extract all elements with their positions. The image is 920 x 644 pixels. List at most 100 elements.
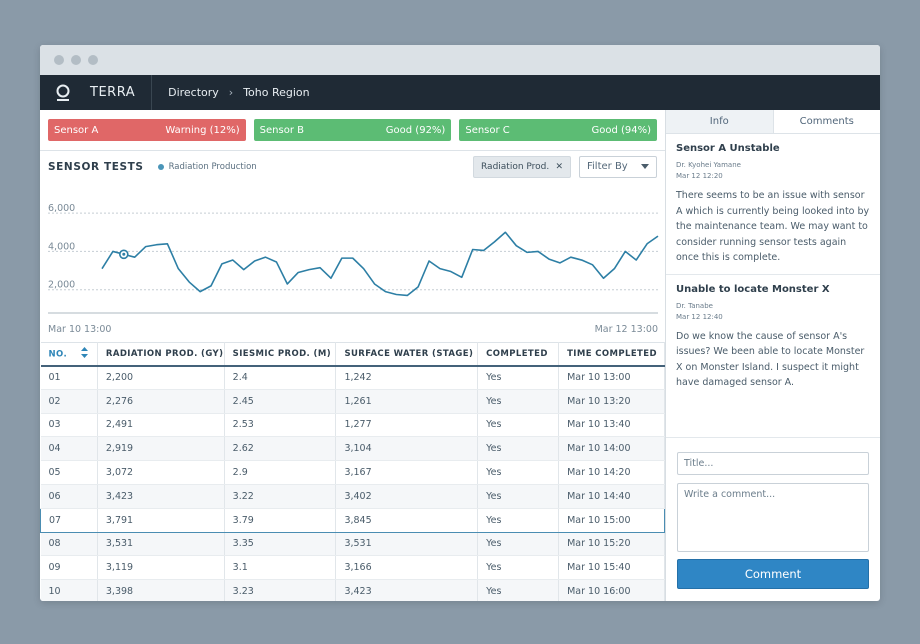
comment-body-textarea[interactable]: Write a comment...	[677, 483, 869, 552]
comment-date: Mar 12 12:40	[676, 312, 723, 321]
table-cell: 08	[40, 532, 98, 557]
table-cell: 07	[40, 507, 98, 533]
table-cell: 2,276	[97, 389, 225, 414]
table-cell: 2,491	[97, 413, 225, 438]
table-cell: 3,423	[97, 484, 225, 509]
col-header-time-completed[interactable]: TIME COMPLETED	[558, 342, 665, 367]
sensor-tests-header: SENSOR TESTS Radiation Production Radiat…	[40, 150, 665, 182]
table-cell: 3,531	[335, 532, 479, 557]
table-cell: 2,919	[97, 436, 225, 462]
sensor-b-badge[interactable]: Sensor B Good (92%)	[253, 119, 452, 141]
table-row[interactable]: 10 3,398 3.23 3,423 Yes Mar 10 16:00	[40, 579, 665, 601]
col-header-completed[interactable]: COMPLETED	[477, 342, 560, 367]
sensor-a-status: Warning (12%)	[165, 124, 240, 136]
table-row[interactable]: 03 2,491 2.53 1,277 Yes Mar 10 13:40	[40, 413, 665, 438]
terra-logo-icon[interactable]	[40, 75, 86, 110]
window-minimize-dot[interactable]	[71, 55, 81, 65]
app-window: TERRA Directory › Toho Region Sensor A W…	[40, 45, 880, 601]
table-cell: Yes	[477, 555, 560, 581]
window-titlebar	[40, 45, 880, 75]
table-cell: 3.1	[224, 555, 337, 581]
comment-author: Dr. Kyohei Yamane	[676, 161, 741, 169]
table-row[interactable]: 06 3,423 3.22 3,402 Yes Mar 10 14:40	[40, 484, 665, 509]
table-cell: 3.35	[224, 532, 337, 557]
sensor-status-bar: Sensor A Warning (12%) Sensor B Good (92…	[40, 110, 665, 150]
table-cell: 3,402	[335, 484, 479, 509]
table-cell: Yes	[477, 579, 560, 601]
table-cell: 01	[40, 365, 98, 390]
comment-item: Sensor A Unstable Dr. Kyohei Yamane Mar …	[666, 134, 880, 275]
chart-highlight-point-core	[122, 252, 126, 256]
legend-label: Radiation Production	[168, 161, 257, 172]
table-cell: Mar 10 16:00	[558, 579, 665, 601]
table-row[interactable]: 08 3,531 3.35 3,531 Yes Mar 10 15:20	[40, 532, 665, 557]
sensor-c-status: Good (94%)	[591, 124, 652, 136]
table-cell: 06	[40, 484, 98, 509]
table-cell: 03	[40, 413, 98, 438]
table-cell: 05	[40, 460, 98, 485]
table-cell: Yes	[477, 389, 560, 414]
tab-info[interactable]: Info	[666, 110, 774, 133]
radiation-chart: 6,000 4,000 2,000 Mar 10 13:00 Mar 12 13:00	[40, 182, 665, 342]
table-row[interactable]: 07 3,791 3.79 3,845 Yes Mar 10 15:00	[40, 507, 665, 533]
table-cell: 2,200	[97, 365, 225, 390]
chart-x-start-label: Mar 10 13:00	[48, 324, 111, 335]
filter-by-dropdown[interactable]: Filter By	[579, 155, 657, 178]
filter-label: Filter By	[587, 161, 628, 172]
top-navbar: TERRA Directory › Toho Region	[40, 75, 880, 110]
tab-comments[interactable]: Comments	[799, 116, 854, 127]
table-cell: 2.62	[224, 436, 337, 462]
comments-sidebar: Info Comments Sensor A Unstable Dr. Kyoh…	[665, 110, 880, 601]
table-row[interactable]: 04 2,919 2.62 3,104 Yes Mar 10 14:00	[40, 436, 665, 462]
chip-close-icon[interactable]: ✕	[555, 161, 563, 172]
col-header-radiation[interactable]: RADIATION PROD. (GY)	[97, 342, 225, 367]
window-maximize-dot[interactable]	[88, 55, 98, 65]
table-cell: Yes	[477, 365, 560, 390]
comment-title-input[interactable]: Title...	[677, 452, 869, 475]
comment-date: Mar 12 12:20	[676, 172, 723, 180]
breadcrumb-directory[interactable]: Directory	[168, 86, 219, 99]
sensor-a-badge[interactable]: Sensor A Warning (12%)	[48, 119, 246, 141]
table-cell: 10	[40, 579, 98, 601]
chevron-down-icon	[641, 164, 649, 169]
chart-series-line	[101, 231, 659, 297]
table-cell: Mar 10 14:20	[558, 460, 665, 485]
main-panel: Sensor A Warning (12%) Sensor B Good (92…	[40, 110, 665, 601]
table-cell: Mar 10 15:20	[558, 532, 665, 557]
table-cell: 2.45	[224, 389, 337, 414]
sensor-c-name: Sensor C	[465, 124, 510, 136]
table-cell: Mar 10 13:20	[558, 389, 665, 414]
breadcrumb-chevron-icon: ›	[228, 86, 234, 99]
col-header-no[interactable]: NO.	[40, 342, 98, 367]
comment-submit-button[interactable]: Comment	[677, 559, 869, 589]
table-row[interactable]: 09 3,119 3.1 3,166 Yes Mar 10 15:40	[40, 555, 665, 581]
table-cell: 3,119	[97, 555, 225, 581]
sensor-c-badge[interactable]: Sensor C Good (94%)	[459, 119, 658, 141]
table-cell: 1,277	[335, 413, 479, 438]
table-header-row: NO. RADIATION PROD. (GY) SIESMIC PROD. (…	[40, 342, 665, 367]
table-row[interactable]: 05 3,072 2.9 3,167 Yes Mar 10 14:20	[40, 460, 665, 485]
table-cell: 3.23	[224, 579, 337, 601]
comment-author: Dr. Tanabe	[676, 301, 713, 310]
breadcrumb-toho-region[interactable]: Toho Region	[243, 86, 310, 99]
table-cell: Mar 10 14:00	[558, 436, 665, 462]
comment-item: Unable to locate Monster X Dr. Tanabe Ma…	[666, 275, 880, 399]
table-cell: Yes	[477, 484, 560, 509]
col-header-seismic[interactable]: SIESMIC PROD. (M)	[224, 342, 337, 367]
brand-name[interactable]: TERRA	[86, 75, 153, 110]
radiation-filter-chip[interactable]: Radiation Prod. ✕	[473, 155, 571, 178]
table-cell: 2.4	[224, 365, 337, 390]
table-cell: 2.53	[224, 413, 337, 438]
table-cell: 3,072	[97, 460, 225, 485]
sidebar-tabs: Info Comments	[666, 110, 880, 134]
chip-label: Radiation Prod.	[481, 161, 550, 172]
sensor-tests-table: NO. RADIATION PROD. (GY) SIESMIC PROD. (…	[40, 342, 665, 601]
window-close-dot[interactable]	[54, 55, 64, 65]
table-row[interactable]: 02 2,276 2.45 1,261 Yes Mar 10 13:20	[40, 389, 665, 414]
col-header-surface-water[interactable]: SURFACE WATER (STAGE)	[335, 342, 479, 367]
table-cell: 3,423	[335, 579, 479, 601]
table-row[interactable]: 01 2,200 2.4 1,242 Yes Mar 10 13:00	[40, 365, 665, 390]
sensor-b-name: Sensor B	[259, 124, 304, 136]
comment-body: Do we know the cause of sensor A's issue…	[676, 330, 865, 389]
sort-icon[interactable]	[81, 346, 89, 361]
